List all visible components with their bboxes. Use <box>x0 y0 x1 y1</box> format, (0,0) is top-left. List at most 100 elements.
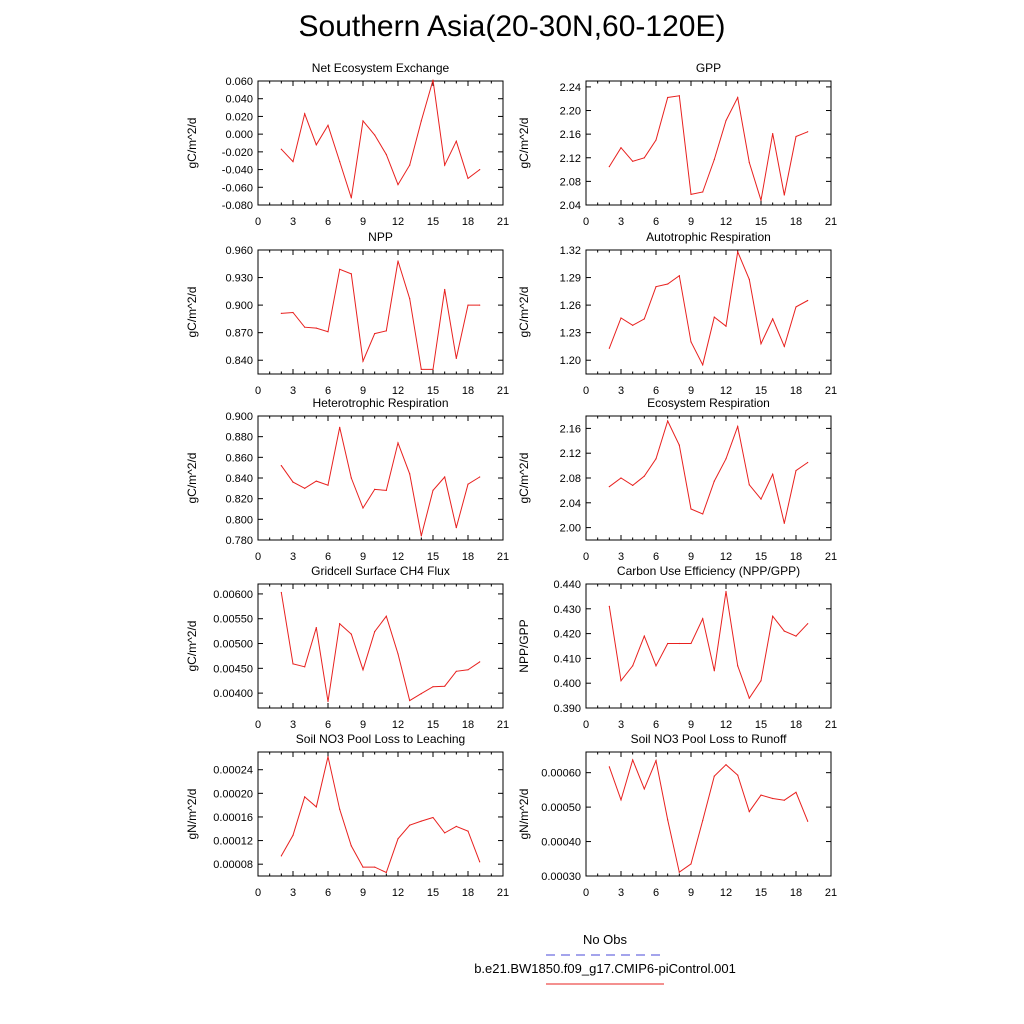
y-tick-label: 0.860 <box>225 452 253 464</box>
x-tick-label: 9 <box>688 887 694 899</box>
data-point <box>620 317 622 319</box>
data-point <box>667 642 669 645</box>
data-point <box>748 810 750 813</box>
series-line <box>280 756 481 874</box>
data-point <box>409 824 411 826</box>
data-point <box>690 193 692 195</box>
data-point <box>385 871 387 874</box>
data-point <box>748 278 750 280</box>
x-tick-label: 18 <box>790 216 802 228</box>
y-tick-label: 2.16 <box>560 423 581 435</box>
data-point <box>655 139 657 141</box>
y-tick-label: 0.00040 <box>541 837 581 849</box>
data-point <box>667 819 669 821</box>
y-tick-label: 0.040 <box>225 94 253 106</box>
data-point <box>397 653 399 655</box>
data-point <box>444 685 446 687</box>
data-point <box>632 160 634 162</box>
data-point <box>385 489 387 491</box>
panel-5: Heterotrophic Respiration gC/m^2/d 0 3 6 9 12 1… <box>185 396 509 563</box>
data-point <box>690 642 692 645</box>
data-point <box>420 535 422 537</box>
data-point <box>315 144 317 146</box>
data-point <box>760 498 762 500</box>
y-tick-label: 2.04 <box>560 200 581 212</box>
y-tick-label: 0.00450 <box>213 663 253 675</box>
data-point <box>444 288 446 291</box>
y-tick-label: 0.00600 <box>213 589 253 601</box>
x-tick-label: 15 <box>755 887 767 899</box>
data-point <box>690 341 692 343</box>
data-point <box>632 665 634 667</box>
x-tick-label: 12 <box>392 385 404 397</box>
figure-title: Southern Asia(20-30N,60-120E) <box>298 10 726 43</box>
data-point <box>327 756 329 758</box>
data-point <box>760 343 762 345</box>
data-point <box>737 96 739 99</box>
data-point <box>479 861 481 863</box>
data-point <box>397 838 399 840</box>
data-point <box>772 132 774 135</box>
data-point <box>304 487 306 489</box>
plot-frame <box>257 80 504 206</box>
data-point <box>748 161 750 164</box>
x-tick-label: 12 <box>720 719 732 731</box>
data-point <box>304 326 306 328</box>
x-tick-label: 6 <box>325 551 331 563</box>
x-tick-label: 3 <box>290 887 296 899</box>
series-line <box>280 79 481 199</box>
plot-frame <box>257 249 504 375</box>
series-line <box>609 419 808 524</box>
panel-title: NPP <box>368 230 393 244</box>
y-tick-label: 0.00008 <box>213 859 253 871</box>
x-tick-label: 15 <box>427 216 439 228</box>
y-axis-label: NPP/GPP <box>517 619 531 672</box>
data-point <box>292 161 294 163</box>
data-point <box>760 794 762 796</box>
data-point <box>315 480 317 482</box>
data-point <box>725 119 727 122</box>
data-point <box>667 420 669 422</box>
y-tick-label: 0.000 <box>225 129 253 141</box>
y-tick-label: 0.820 <box>225 494 253 506</box>
data-point <box>280 855 282 857</box>
data-point <box>327 700 329 703</box>
data-point <box>632 484 634 487</box>
y-tick-label: 0.00400 <box>213 688 253 700</box>
x-tick-label: 15 <box>755 719 767 731</box>
data-point <box>479 476 481 478</box>
data-point <box>409 164 411 166</box>
y-tick-label: 0.00020 <box>213 788 253 800</box>
data-point <box>385 330 387 332</box>
y-tick-label: 2.04 <box>560 498 581 510</box>
panel-4: Autotrophic Respiration gC/m^2/d 0 3 6 9 12 15 1… <box>517 230 837 397</box>
data-point <box>690 863 692 865</box>
x-tick-label: 6 <box>325 887 331 899</box>
x-tick-label: 18 <box>790 385 802 397</box>
plot-frame <box>585 249 832 375</box>
x-tick-label: 9 <box>360 216 366 228</box>
data-point <box>362 120 364 122</box>
x-tick-label: 6 <box>325 385 331 397</box>
data-point <box>655 665 657 667</box>
data-point <box>783 799 785 801</box>
x-tick-label: 9 <box>360 385 366 397</box>
data-point <box>339 161 341 163</box>
data-point <box>667 96 669 99</box>
y-tick-label: 2.20 <box>560 106 581 118</box>
y-tick-label: 0.870 <box>225 328 253 340</box>
data-point <box>655 458 657 460</box>
data-point <box>420 120 422 122</box>
data-point <box>737 774 739 776</box>
y-axis-label: gC/m^2/d <box>517 287 531 338</box>
y-tick-label: 0.960 <box>225 245 253 257</box>
y-axis-label: gN/m^2/d <box>517 789 531 840</box>
x-tick-label: 18 <box>462 719 474 731</box>
data-point <box>432 368 434 371</box>
data-point <box>807 131 809 133</box>
data-point <box>608 347 610 349</box>
data-point <box>432 686 434 688</box>
data-point <box>725 458 727 460</box>
y-tick-label: -0.040 <box>222 165 253 177</box>
panel-title: Autotrophic Respiration <box>646 230 771 244</box>
